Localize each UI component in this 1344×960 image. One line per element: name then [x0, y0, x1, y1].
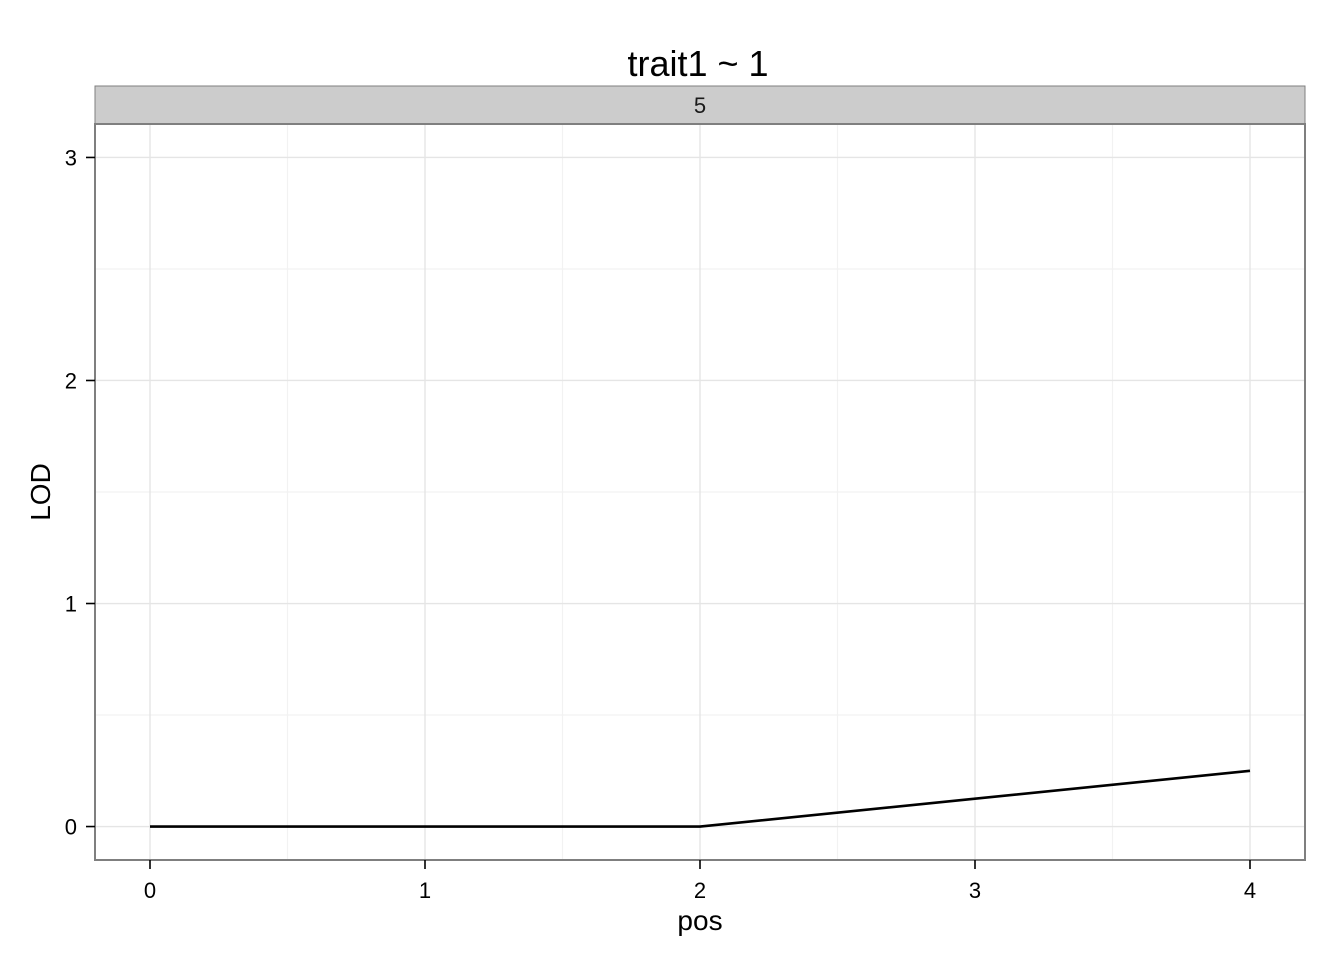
x-tick-label: 2	[694, 878, 706, 903]
x-axis-title: pos	[677, 905, 722, 936]
x-tick-label: 4	[1244, 878, 1256, 903]
facet-strip-label: 5	[694, 93, 706, 118]
series-layer	[150, 769, 1251, 828]
facet-strip	[94, 85, 1306, 125]
y-tick-label: 1	[65, 592, 77, 617]
x-tick-label: 0	[144, 878, 156, 903]
x-axis: 0 1 2 3 4	[144, 860, 1256, 903]
major-gridlines	[95, 124, 1305, 860]
y-tick-label: 3	[65, 145, 77, 170]
y-axis: 0 1 2 3	[65, 145, 95, 840]
y-tick-label: 0	[65, 815, 77, 840]
series-line-0	[150, 769, 1251, 828]
y-tick-label: 2	[65, 368, 77, 393]
x-tick-label: 3	[969, 878, 981, 903]
chart-title: trait1 ~ 1	[627, 43, 768, 84]
x-tick-label: 1	[419, 878, 431, 903]
y-axis-title: LOD	[25, 463, 56, 521]
